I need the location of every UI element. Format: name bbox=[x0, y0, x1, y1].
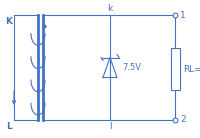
Text: RL=10: RL=10 bbox=[184, 64, 200, 74]
Text: K: K bbox=[5, 17, 12, 26]
Text: 2: 2 bbox=[180, 116, 186, 124]
Text: k: k bbox=[107, 4, 113, 13]
Text: l: l bbox=[109, 122, 111, 131]
Text: L: L bbox=[6, 122, 12, 131]
Text: 7.5V: 7.5V bbox=[122, 63, 141, 72]
Bar bbox=[170, 48, 180, 90]
Text: 1: 1 bbox=[180, 10, 186, 19]
